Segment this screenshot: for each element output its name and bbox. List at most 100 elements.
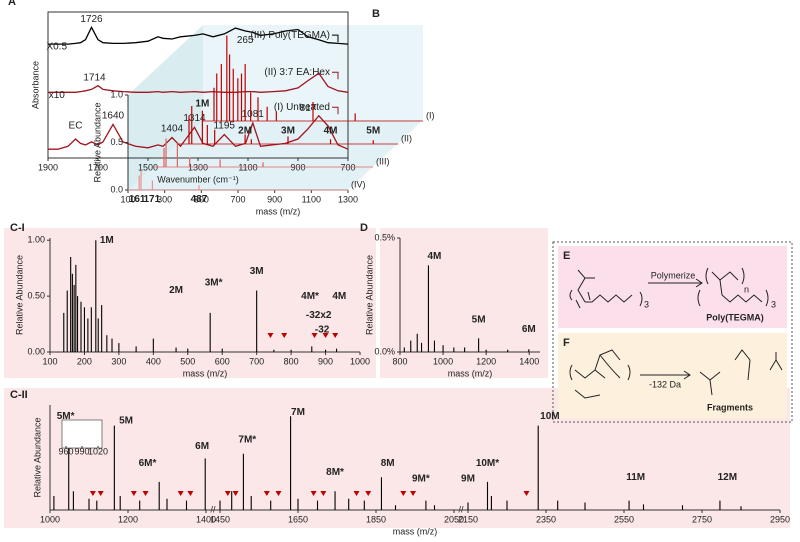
x-tick-label: 1700 [88, 162, 108, 172]
y-tick-label: 0.5% [374, 232, 395, 242]
annotation: 5M* [57, 411, 75, 422]
series-arrow [332, 106, 339, 115]
annotation: -32 [315, 324, 330, 335]
annotation: 3M [281, 125, 295, 136]
series-label: (III) Poly(TEGMA) [251, 30, 330, 41]
fragment-marker [332, 333, 339, 338]
annotation: 817 [300, 103, 317, 114]
annotation: -32x2 [306, 310, 332, 321]
annotation: 10M* [476, 458, 499, 469]
fragment-marker [353, 491, 360, 496]
annotation: 1M [195, 99, 209, 110]
x-tick-label: 1000 [350, 356, 370, 366]
panel-label: E [563, 250, 570, 262]
panel-bg [380, 228, 548, 378]
annotation: 3M* [205, 277, 223, 288]
y-tick-label: 0.5 [110, 137, 123, 147]
floor-plane [128, 120, 423, 190]
fragment-marker [267, 333, 274, 338]
series-label: (IV) [351, 179, 366, 189]
y-axis-label: Relative Abundance [32, 417, 42, 497]
x-tick-label: 600 [215, 356, 230, 366]
y-axis-label: Relative Abundance [14, 255, 24, 335]
annotation: 7M [291, 407, 305, 418]
fragment-marker [281, 333, 288, 338]
panel-bg [4, 228, 376, 378]
annotation: 1714 [83, 72, 106, 83]
x-axis-label: mass (m/z) [183, 368, 228, 378]
fragment-marker [310, 491, 317, 496]
fragment-marker [130, 491, 137, 496]
x-tick-label: 1900 [38, 162, 58, 172]
y-axis-label: Relative Abundance [364, 255, 374, 335]
x-tick-label: 200 [77, 356, 92, 366]
structure [569, 267, 783, 399]
panel-label: C-I [10, 222, 25, 234]
annotation: 5M [119, 416, 133, 427]
panel-label: A [8, 0, 16, 8]
fragment-marker [311, 333, 318, 338]
annotation: 487 [191, 194, 208, 205]
x-tick-label: 2550 [614, 514, 634, 524]
x-axis-label: mass (m/z) [393, 526, 438, 536]
product-label: Fragments [707, 402, 753, 412]
spectrum-line [48, 25, 349, 45]
fragment-marker [320, 491, 327, 496]
x-tick-label: 700 [230, 194, 245, 204]
axis-break: // [458, 504, 464, 514]
annotation: 9M* [412, 474, 430, 485]
inset-frame [61, 419, 103, 449]
fragment-marker [187, 491, 194, 496]
annotation: 12M [718, 472, 737, 483]
x-tick-label: 1000 [40, 514, 60, 524]
y-tick-label: 0.00 [27, 346, 45, 356]
product-label: Poly(TEGMA) [706, 312, 764, 322]
x-tick-label: 1400 [196, 514, 216, 524]
annotation: 4M [332, 291, 346, 302]
y-tick-label: 1.0 [110, 89, 123, 99]
panel-label: C-II [10, 389, 28, 401]
annotation: 4M [324, 125, 338, 136]
x-tick-label: 500 [194, 194, 209, 204]
x-axis-label: mass (m/z) [448, 368, 493, 378]
x-tick-label: 2150 [458, 514, 478, 524]
series-arrow [332, 71, 339, 80]
annotation: 161 [129, 194, 146, 205]
y-axis-label: Absorbance [30, 61, 40, 109]
series-label: (I) [426, 110, 435, 120]
x-tick-label: 500 [180, 356, 195, 366]
annotation: 4M [428, 251, 442, 262]
annotation: 1195 [213, 121, 235, 132]
annotation: x10 [49, 90, 66, 101]
x-tick-label: 1400 [519, 356, 539, 366]
fragment-marker [89, 491, 96, 496]
annotation: 1726 [80, 14, 103, 25]
inset-tick-label: 1020 [88, 446, 108, 456]
subscript: 3 [644, 299, 649, 309]
x-tick-label: 300 [157, 194, 172, 204]
annotation: 8M* [326, 467, 344, 478]
annotation: 3M [250, 266, 264, 277]
x-tick-label: 900 [318, 356, 333, 366]
fragment-marker [365, 491, 372, 496]
annotation: 171 [143, 194, 160, 205]
annotation: 265 [237, 35, 254, 46]
side-plane [128, 25, 203, 190]
annotation: 2M [238, 125, 252, 136]
fragment-marker [224, 491, 231, 496]
annotation: 2M [169, 285, 183, 296]
subscript: 3 [771, 299, 776, 309]
annotation: X0.5 [46, 42, 67, 53]
annotation: 1M [100, 235, 114, 246]
fragment-marker [263, 491, 270, 496]
inset-tick-label: 990 [74, 446, 89, 456]
x-tick-label: 100 [120, 194, 135, 204]
inset-tick-label: 960 [58, 446, 73, 456]
spectrum-line [48, 114, 349, 150]
fragment-marker [400, 491, 407, 496]
annotation: 1640 [102, 110, 125, 121]
fragment-marker [142, 491, 149, 496]
panel-label: D [360, 222, 368, 234]
annotation: 5M [472, 315, 486, 326]
series-arrow [332, 34, 339, 43]
